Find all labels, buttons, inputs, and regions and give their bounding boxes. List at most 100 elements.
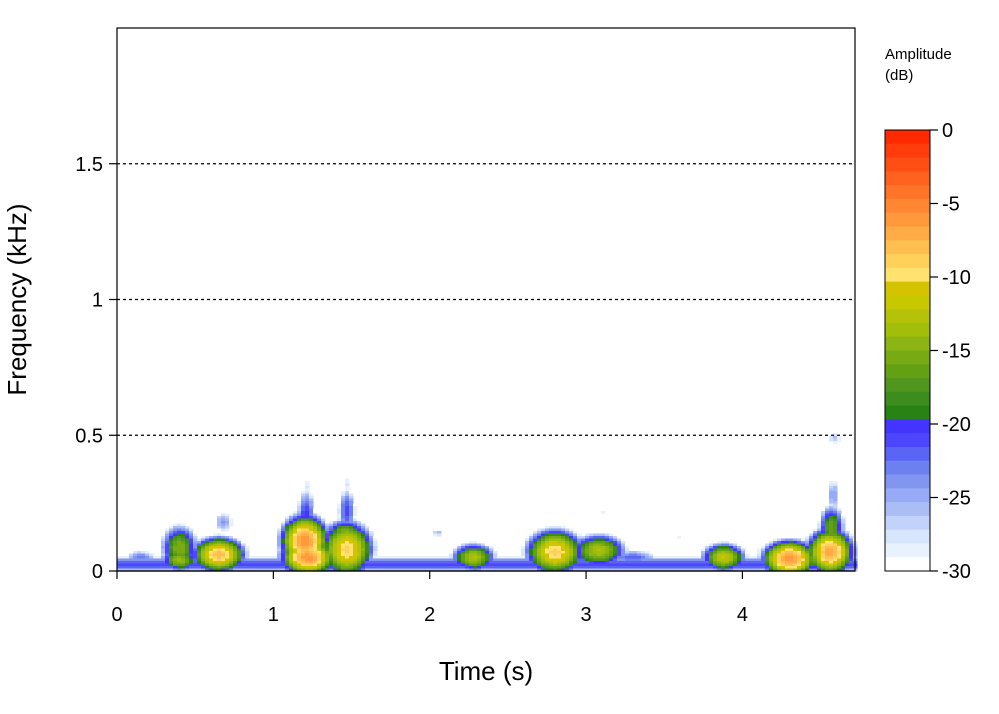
heatmap-cell xyxy=(165,553,170,557)
heatmap-cell xyxy=(285,551,290,554)
heatmap-cell xyxy=(449,566,454,569)
heatmap-cell xyxy=(757,566,762,569)
heatmap-cell xyxy=(425,566,430,569)
heatmap-cell xyxy=(821,546,826,549)
heatmap-cell xyxy=(821,551,826,554)
heatmap-cell xyxy=(349,523,354,527)
heatmap-cell xyxy=(357,563,362,567)
heatmap-cell xyxy=(141,556,146,559)
heatmap-cell xyxy=(389,556,394,559)
heatmap-cell xyxy=(185,558,190,562)
heatmap-cell xyxy=(261,568,266,572)
heatmap-cell xyxy=(785,556,790,559)
heatmap-cell xyxy=(825,563,830,567)
heatmap-cell xyxy=(225,538,230,542)
heatmap-cell xyxy=(841,536,846,539)
heatmap-cell xyxy=(569,533,574,537)
heatmap-cell xyxy=(761,546,766,549)
heatmap-cell xyxy=(181,526,186,529)
heatmap-cell xyxy=(161,566,166,569)
heatmap-cell xyxy=(177,541,182,544)
heatmap-cell xyxy=(657,568,662,572)
heatmap-cell xyxy=(725,543,730,547)
heatmap-cell xyxy=(509,558,514,562)
heatmap-cell xyxy=(221,518,226,522)
heatmap-cell xyxy=(437,531,442,534)
heatmap-cell xyxy=(741,556,746,559)
heatmap-cell xyxy=(765,561,770,564)
heatmap-cell xyxy=(313,511,318,514)
heatmap-cell xyxy=(829,536,834,539)
heatmap-cell xyxy=(285,568,290,572)
heatmap-cell xyxy=(213,566,218,569)
heatmap-cell xyxy=(345,506,350,509)
heatmap-cell xyxy=(537,533,542,537)
heatmap-cell xyxy=(177,528,182,532)
heatmap-cell xyxy=(841,528,846,532)
heatmap-cell xyxy=(181,543,186,547)
heatmap-cell xyxy=(593,546,598,549)
heatmap-cell xyxy=(193,543,198,547)
heatmap-cell xyxy=(501,568,506,572)
heatmap-cell xyxy=(737,558,742,562)
heatmap-cell xyxy=(429,568,434,572)
heatmap-cell xyxy=(661,568,666,572)
heatmap-cell xyxy=(829,436,834,439)
heatmap-cell xyxy=(625,553,630,557)
heatmap-cell xyxy=(417,568,422,572)
heatmap-cell xyxy=(713,558,718,562)
heatmap-cell xyxy=(225,558,230,562)
heatmap-cell xyxy=(537,538,542,542)
heatmap-cell xyxy=(225,526,230,529)
heatmap-cell xyxy=(213,538,218,542)
heatmap-cell xyxy=(177,538,182,542)
heatmap-cell xyxy=(637,556,642,559)
heatmap-cell xyxy=(309,518,314,522)
heatmap-cell xyxy=(153,558,158,562)
heatmap-cell xyxy=(237,558,242,562)
heatmap-cell xyxy=(181,561,186,564)
heatmap-cell xyxy=(301,538,306,542)
heatmap-cell xyxy=(177,523,182,527)
heatmap-cell xyxy=(829,518,834,522)
heatmap-cell xyxy=(161,568,166,572)
heatmap-cell xyxy=(457,566,462,569)
heatmap-cell xyxy=(149,556,154,559)
heatmap-cell xyxy=(129,553,134,557)
heatmap-cell xyxy=(237,568,242,572)
heatmap-cell xyxy=(825,543,830,547)
heatmap-cell xyxy=(821,511,826,514)
x-axis-label: Time (s) xyxy=(439,656,533,686)
heatmap-cell xyxy=(341,568,346,572)
heatmap-cell xyxy=(533,561,538,564)
heatmap-cell xyxy=(293,516,298,519)
heatmap-cell xyxy=(297,551,302,554)
heatmap-cell xyxy=(297,523,302,527)
heatmap-cell xyxy=(289,516,294,519)
heatmap-cell xyxy=(457,543,462,547)
heatmap-cell xyxy=(565,556,570,559)
heatmap-cell xyxy=(677,561,682,564)
heatmap-cell xyxy=(345,566,350,569)
heatmap-cell xyxy=(717,548,722,552)
heatmap-cell xyxy=(225,561,230,564)
heatmap-cell xyxy=(537,561,542,564)
heatmap-cell xyxy=(845,556,850,559)
heatmap-cell xyxy=(221,563,226,567)
heatmap-cell xyxy=(849,543,854,547)
heatmap-cell xyxy=(553,543,558,547)
heatmap-cell xyxy=(705,548,710,552)
heatmap-cell xyxy=(793,546,798,549)
grid-lines xyxy=(117,163,855,436)
heatmap-cell xyxy=(297,533,302,537)
heatmap-cell xyxy=(693,561,698,564)
heatmap-cell xyxy=(301,551,306,554)
heatmap-cell xyxy=(577,563,582,567)
heatmap-cell xyxy=(329,561,334,564)
heatmap-cell xyxy=(225,551,230,554)
heatmap-cell xyxy=(725,541,730,544)
heatmap-cell xyxy=(321,566,326,569)
heatmap-cell xyxy=(597,541,602,544)
heatmap-cell xyxy=(545,536,550,539)
heatmap-cell xyxy=(513,566,518,569)
